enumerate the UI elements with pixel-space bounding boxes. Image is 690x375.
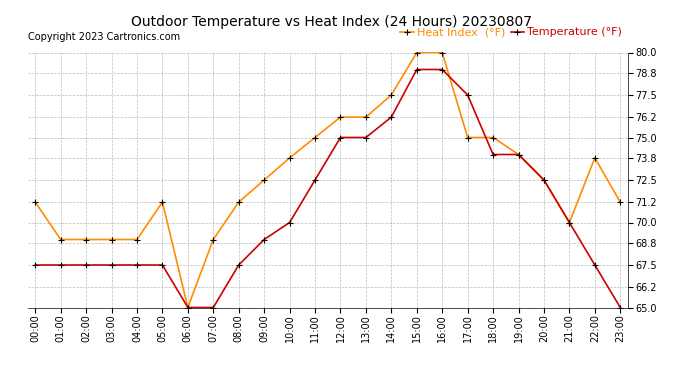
Temperature (°F) bbox=[489, 152, 497, 157]
Temperature (°F) bbox=[184, 305, 192, 310]
Temperature (°F) bbox=[82, 263, 90, 267]
Temperature (°F) bbox=[616, 305, 624, 310]
Temperature (°F) bbox=[514, 152, 522, 157]
Temperature (°F) bbox=[413, 67, 421, 72]
Heat Index  (°F) bbox=[235, 200, 243, 204]
Temperature (°F) bbox=[311, 178, 319, 182]
Temperature (°F) bbox=[31, 263, 39, 267]
Heat Index  (°F) bbox=[387, 93, 395, 97]
Temperature (°F) bbox=[387, 115, 395, 119]
Temperature (°F) bbox=[540, 178, 548, 182]
Heat Index  (°F) bbox=[438, 50, 446, 55]
Heat Index  (°F) bbox=[413, 50, 421, 55]
Heat Index  (°F) bbox=[514, 152, 522, 157]
Heat Index  (°F) bbox=[336, 115, 344, 119]
Heat Index  (°F) bbox=[108, 237, 116, 242]
Temperature (°F) bbox=[57, 263, 65, 267]
Temperature (°F) bbox=[209, 305, 217, 310]
Heat Index  (°F) bbox=[311, 135, 319, 140]
Line: Temperature (°F): Temperature (°F) bbox=[32, 66, 624, 311]
Temperature (°F) bbox=[565, 220, 573, 225]
Line: Heat Index  (°F): Heat Index (°F) bbox=[32, 49, 624, 311]
Heat Index  (°F) bbox=[616, 200, 624, 204]
Heat Index  (°F) bbox=[133, 237, 141, 242]
Temperature (°F) bbox=[108, 263, 116, 267]
Legend: Heat Index  (°F), Temperature (°F): Heat Index (°F), Temperature (°F) bbox=[400, 27, 622, 38]
Heat Index  (°F) bbox=[565, 220, 573, 225]
Heat Index  (°F) bbox=[362, 115, 370, 119]
Temperature (°F) bbox=[260, 237, 268, 242]
Temperature (°F) bbox=[591, 263, 599, 267]
Temperature (°F) bbox=[464, 93, 472, 97]
Temperature (°F) bbox=[286, 220, 294, 225]
Heat Index  (°F) bbox=[209, 237, 217, 242]
Heat Index  (°F) bbox=[158, 200, 166, 204]
Temperature (°F) bbox=[235, 263, 243, 267]
Temperature (°F) bbox=[438, 67, 446, 72]
Heat Index  (°F) bbox=[464, 135, 472, 140]
Heat Index  (°F) bbox=[82, 237, 90, 242]
Heat Index  (°F) bbox=[57, 237, 65, 242]
Temperature (°F) bbox=[158, 263, 166, 267]
Heat Index  (°F) bbox=[184, 305, 192, 310]
Temperature (°F) bbox=[336, 135, 344, 140]
Temperature (°F) bbox=[133, 263, 141, 267]
Text: Outdoor Temperature vs Heat Index (24 Hours) 20230807: Outdoor Temperature vs Heat Index (24 Ho… bbox=[130, 15, 532, 29]
Heat Index  (°F) bbox=[591, 156, 599, 160]
Temperature (°F) bbox=[362, 135, 370, 140]
Heat Index  (°F) bbox=[260, 178, 268, 182]
Heat Index  (°F) bbox=[31, 200, 39, 204]
Heat Index  (°F) bbox=[540, 178, 548, 182]
Heat Index  (°F) bbox=[489, 135, 497, 140]
Text: Copyright 2023 Cartronics.com: Copyright 2023 Cartronics.com bbox=[28, 32, 179, 42]
Heat Index  (°F) bbox=[286, 156, 294, 160]
